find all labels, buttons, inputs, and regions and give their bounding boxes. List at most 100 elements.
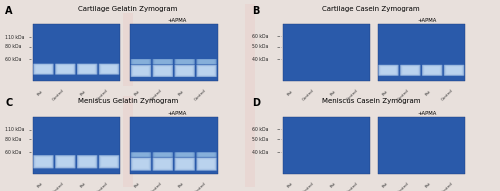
FancyBboxPatch shape (198, 66, 214, 75)
FancyBboxPatch shape (55, 155, 76, 168)
Text: 80 kDa: 80 kDa (5, 44, 21, 49)
Bar (378, 117, 465, 174)
FancyBboxPatch shape (100, 156, 118, 167)
Text: Control: Control (302, 89, 316, 102)
FancyBboxPatch shape (198, 153, 214, 156)
FancyBboxPatch shape (132, 153, 150, 157)
Text: Pat: Pat (80, 89, 87, 96)
Text: Control: Control (440, 181, 454, 191)
Text: Pat: Pat (381, 89, 388, 96)
Text: 80 kDa: 80 kDa (5, 137, 21, 142)
FancyBboxPatch shape (34, 156, 53, 168)
FancyBboxPatch shape (131, 157, 151, 171)
FancyBboxPatch shape (58, 66, 72, 73)
Text: 40 kDa: 40 kDa (252, 57, 269, 62)
FancyBboxPatch shape (154, 158, 172, 170)
Text: Pat: Pat (286, 89, 294, 96)
FancyBboxPatch shape (200, 60, 214, 63)
FancyBboxPatch shape (446, 66, 463, 75)
FancyBboxPatch shape (403, 67, 417, 74)
Text: Meniscus Casein Zymogram: Meniscus Casein Zymogram (322, 98, 421, 104)
FancyBboxPatch shape (401, 65, 420, 75)
FancyBboxPatch shape (34, 64, 53, 74)
Text: +APMA: +APMA (168, 18, 187, 23)
Text: +APMA: +APMA (168, 111, 187, 116)
FancyBboxPatch shape (425, 67, 440, 74)
FancyBboxPatch shape (175, 65, 194, 76)
FancyBboxPatch shape (176, 153, 192, 156)
Bar (245, 4, 255, 187)
FancyBboxPatch shape (134, 67, 148, 75)
Bar (378, 24, 465, 81)
Text: 110 kDa: 110 kDa (5, 35, 24, 40)
FancyBboxPatch shape (34, 65, 52, 74)
Text: C: C (5, 98, 12, 108)
FancyBboxPatch shape (197, 65, 216, 76)
Text: Pat: Pat (178, 181, 184, 189)
FancyBboxPatch shape (102, 158, 117, 166)
FancyBboxPatch shape (152, 157, 173, 171)
Text: 60 kDa: 60 kDa (252, 127, 269, 132)
FancyBboxPatch shape (178, 67, 192, 75)
FancyBboxPatch shape (380, 66, 396, 74)
FancyBboxPatch shape (447, 67, 462, 74)
FancyBboxPatch shape (77, 64, 98, 75)
FancyBboxPatch shape (155, 159, 171, 169)
FancyBboxPatch shape (200, 67, 214, 75)
FancyBboxPatch shape (36, 157, 52, 167)
Bar (282, 117, 370, 174)
FancyBboxPatch shape (58, 157, 74, 167)
FancyBboxPatch shape (424, 66, 440, 74)
FancyBboxPatch shape (402, 66, 418, 74)
Text: Cartilage Gelatin Zymogram: Cartilage Gelatin Zymogram (78, 6, 177, 12)
FancyBboxPatch shape (152, 65, 173, 77)
FancyBboxPatch shape (132, 65, 150, 76)
FancyBboxPatch shape (154, 59, 172, 64)
Text: 50 kDa: 50 kDa (252, 44, 269, 49)
Bar (32, 117, 120, 174)
FancyBboxPatch shape (176, 66, 192, 75)
FancyBboxPatch shape (196, 59, 217, 64)
Text: Pat: Pat (425, 181, 432, 189)
FancyBboxPatch shape (402, 66, 419, 75)
Text: Control: Control (96, 89, 109, 102)
FancyBboxPatch shape (154, 59, 172, 64)
FancyBboxPatch shape (154, 153, 172, 157)
FancyBboxPatch shape (134, 60, 148, 63)
FancyBboxPatch shape (78, 64, 96, 74)
FancyBboxPatch shape (197, 59, 216, 64)
Text: 60 kDa: 60 kDa (5, 150, 21, 155)
FancyBboxPatch shape (99, 155, 119, 168)
FancyBboxPatch shape (131, 152, 151, 157)
Text: Control: Control (440, 89, 454, 102)
FancyBboxPatch shape (174, 59, 195, 64)
FancyBboxPatch shape (196, 157, 217, 171)
FancyBboxPatch shape (33, 64, 54, 75)
FancyBboxPatch shape (132, 158, 150, 170)
Text: A: A (5, 6, 12, 16)
FancyBboxPatch shape (79, 157, 95, 167)
FancyBboxPatch shape (58, 158, 72, 166)
Text: Control: Control (193, 181, 206, 191)
FancyBboxPatch shape (178, 160, 192, 168)
FancyBboxPatch shape (176, 59, 194, 64)
Text: Control: Control (96, 181, 109, 191)
Text: Control: Control (302, 181, 316, 191)
Text: Pat: Pat (286, 181, 294, 189)
FancyBboxPatch shape (175, 59, 194, 64)
FancyBboxPatch shape (422, 65, 442, 76)
Text: 40 kDa: 40 kDa (252, 150, 269, 155)
FancyBboxPatch shape (198, 66, 216, 76)
FancyBboxPatch shape (55, 64, 76, 75)
FancyBboxPatch shape (198, 159, 214, 169)
FancyBboxPatch shape (175, 158, 194, 170)
FancyBboxPatch shape (78, 156, 96, 168)
FancyBboxPatch shape (56, 156, 74, 167)
FancyBboxPatch shape (36, 65, 52, 73)
FancyBboxPatch shape (176, 153, 194, 157)
Text: Meniscus Gelatin Zymogram: Meniscus Gelatin Zymogram (78, 98, 178, 104)
Text: Pat: Pat (381, 181, 388, 189)
FancyBboxPatch shape (132, 159, 150, 169)
FancyBboxPatch shape (80, 158, 94, 166)
FancyBboxPatch shape (152, 59, 173, 64)
